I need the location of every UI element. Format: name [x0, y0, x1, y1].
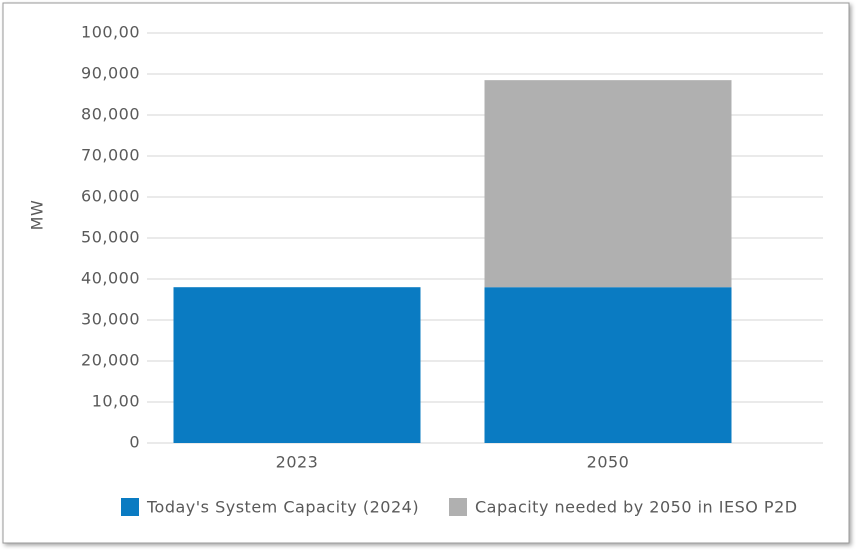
legend-label: Capacity needed by 2050 in IESO P2D: [475, 498, 798, 517]
y-tick-label: 100,00: [81, 23, 140, 42]
y-tick-label: 80,000: [81, 105, 140, 124]
legend-swatch: [449, 498, 467, 516]
y-axis-title: MW: [28, 200, 47, 231]
y-tick-label: 70,000: [81, 146, 140, 165]
x-tick-label: 2023: [276, 453, 319, 472]
y-tick-label: 20,000: [81, 351, 140, 370]
y-tick-label: 90,000: [81, 64, 140, 83]
y-tick-label: 30,000: [81, 310, 140, 329]
y-tick-label: 40,000: [81, 269, 140, 288]
y-tick-label: 0: [129, 433, 140, 452]
bar-segment: [484, 80, 732, 288]
bar-segment: [484, 287, 732, 443]
y-tick-label: 10,00: [92, 392, 140, 411]
y-tick-label: 60,000: [81, 187, 140, 206]
legend-swatch: [121, 498, 139, 516]
bar-segment: [173, 287, 421, 443]
legend-label: Today's System Capacity (2024): [146, 498, 419, 517]
y-tick-label: 50,000: [81, 228, 140, 247]
x-tick-label: 2050: [587, 453, 630, 472]
